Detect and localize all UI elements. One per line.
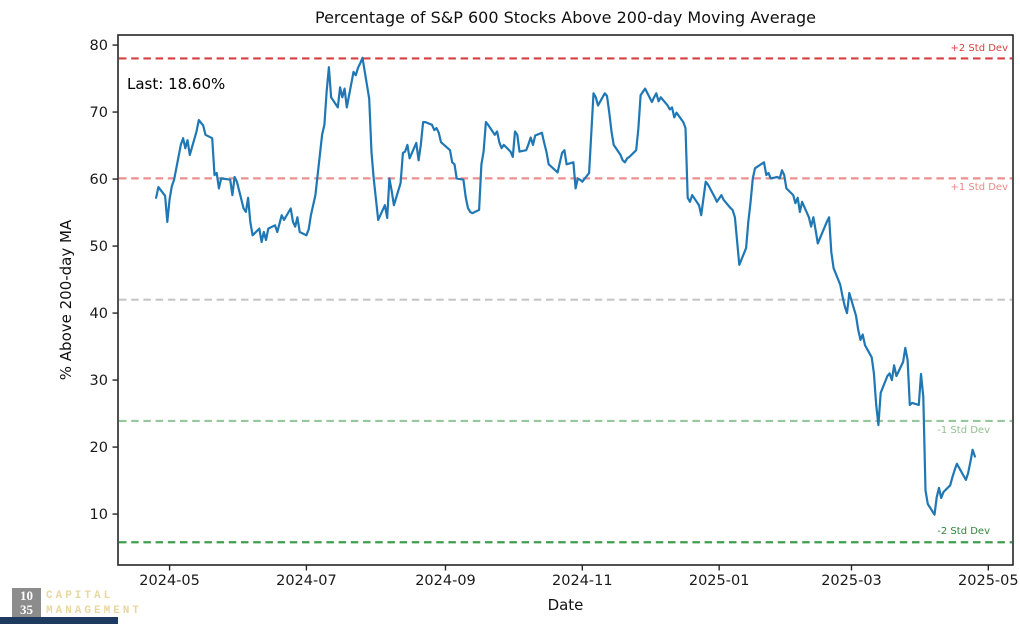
logo-wordmark: CAPITAL MANAGEMENT [46, 588, 142, 619]
plus-2-std-dev-label: +2 Std Dev [950, 43, 1009, 55]
last-value-annotation: Last: 18.60% [127, 75, 226, 93]
minus-2-std-dev-label: -2 Std Dev [937, 526, 990, 538]
y-tick-label: 10 [90, 507, 108, 523]
x-tick-label: 2025-03 [821, 573, 882, 589]
chart-title: Percentage of S&P 600 Stocks Above 200-d… [314, 8, 816, 27]
y-axis-label: % Above 200-day MA [57, 219, 75, 381]
x-tick-label: 2024-09 [415, 573, 476, 589]
x-axis-label: Date [547, 596, 584, 614]
y-tick-label: 60 [90, 172, 108, 188]
y-tick-label: 80 [90, 38, 108, 54]
company-logo: 10 35 CAPITAL MANAGEMENT [12, 588, 142, 619]
y-tick-label: 50 [90, 239, 108, 255]
y-tick-label: 20 [90, 440, 108, 456]
logo-management-text: MANAGEMENT [46, 605, 143, 617]
plot-border [117, 34, 1014, 566]
x-tick-label: 2025-01 [689, 573, 750, 589]
y-tick-label: 70 [90, 105, 108, 121]
y-tick-label: 40 [90, 306, 108, 322]
x-tick-label: 2024-11 [552, 573, 613, 589]
logo-capital-text: CAPITAL [46, 590, 114, 602]
x-tick-label: 2025-05 [958, 573, 1019, 589]
logo-number-top: 10 [20, 588, 33, 603]
series-line [155, 56, 977, 516]
footer-accent-bar [0, 617, 118, 624]
logo-number-bottom: 35 [20, 602, 33, 617]
x-tick-label: 2024-07 [276, 573, 337, 589]
minus-1-std-dev-label: -1 Std Dev [937, 424, 990, 436]
plus-1-std-dev-label: +1 Std Dev [950, 182, 1009, 194]
logo-1035-box: 10 35 [12, 588, 41, 617]
y-tick-label: 30 [90, 373, 108, 389]
x-tick-label: 2024-05 [139, 573, 200, 589]
